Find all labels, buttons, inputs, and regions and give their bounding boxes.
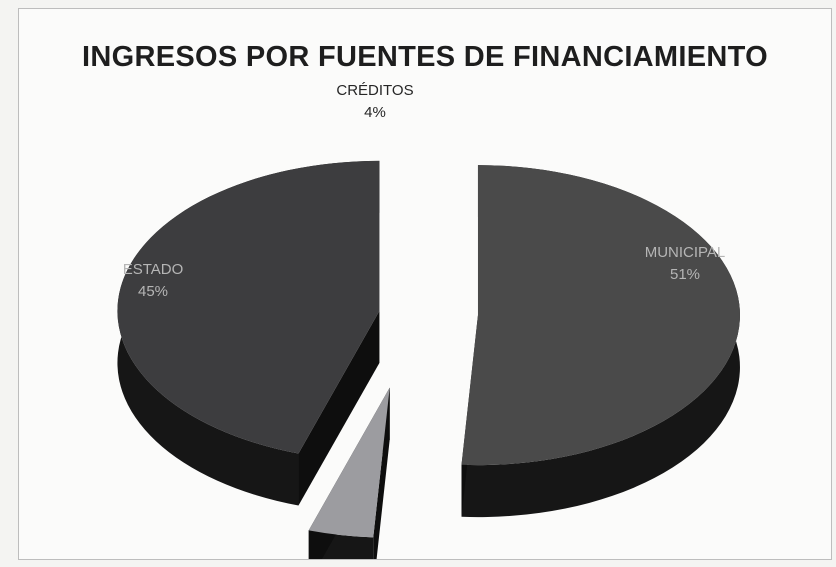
chart-frame: INGRESOS POR FUENTES DE FINANCIAMIENTO M… — [18, 8, 832, 560]
slice-label-estado: ESTADO — [123, 261, 184, 278]
slice-label-municipal: MUNICIPAL — [645, 244, 726, 261]
pie-slice-municipal — [461, 165, 740, 466]
pie-chart: MUNICIPAL 51% CRÉDITOS 4% ESTADO 45% — [117, 82, 740, 559]
slice-label-cr-ditos: CRÉDITOS — [336, 82, 413, 99]
pie-cut-face-estado-0 — [298, 310, 380, 506]
slice-value-estado: 45% — [138, 283, 168, 300]
pie-slice-cr-ditos — [308, 387, 390, 538]
slice-value-municipal: 51% — [670, 266, 700, 283]
slice-value-cr-ditos: 4% — [364, 104, 386, 121]
chart-title: INGRESOS POR FUENTES DE FINANCIAMIENTO — [82, 41, 768, 73]
pie-slice-estado — [117, 160, 380, 454]
